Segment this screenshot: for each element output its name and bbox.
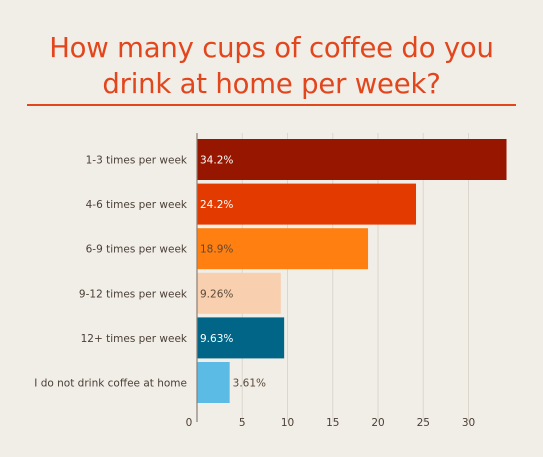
x-tick-label: 20 [371,417,384,429]
x-tick-label: 15 [326,417,339,429]
category-label: I do not drink coffee at home [34,378,187,390]
bar [197,139,507,180]
chart-title: How many cups of coffee do you drink at … [0,30,543,102]
category-label: 1-3 times per week [86,155,188,167]
category-label: 4-6 times per week [86,199,188,211]
x-tick-label: 25 [417,417,430,429]
value-label: 18.9% [200,244,233,256]
chart-title-line-1: How many cups of coffee do you [49,32,494,64]
title-underline [27,104,516,106]
value-label: 9.26% [200,288,233,300]
bar [197,362,230,403]
category-label: 6-9 times per week [86,244,188,256]
value-label: 24.2% [200,199,233,211]
chart-title-line-2: drink at home per week? [102,68,441,100]
category-label: 12+ times per week [81,333,188,345]
value-label: 34.2% [200,155,233,167]
category-label: 9-12 times per week [79,288,188,300]
bar [197,183,417,225]
value-label: 3.61% [233,378,266,390]
bar [197,272,281,314]
x-tick-label: 10 [281,417,294,429]
x-tick-label: 30 [462,417,475,429]
bar [197,228,369,270]
x-tick-label: 5 [239,417,246,429]
bar [197,317,285,359]
x-tick-label: 0 [186,417,193,429]
value-label: 9.63% [200,333,233,345]
